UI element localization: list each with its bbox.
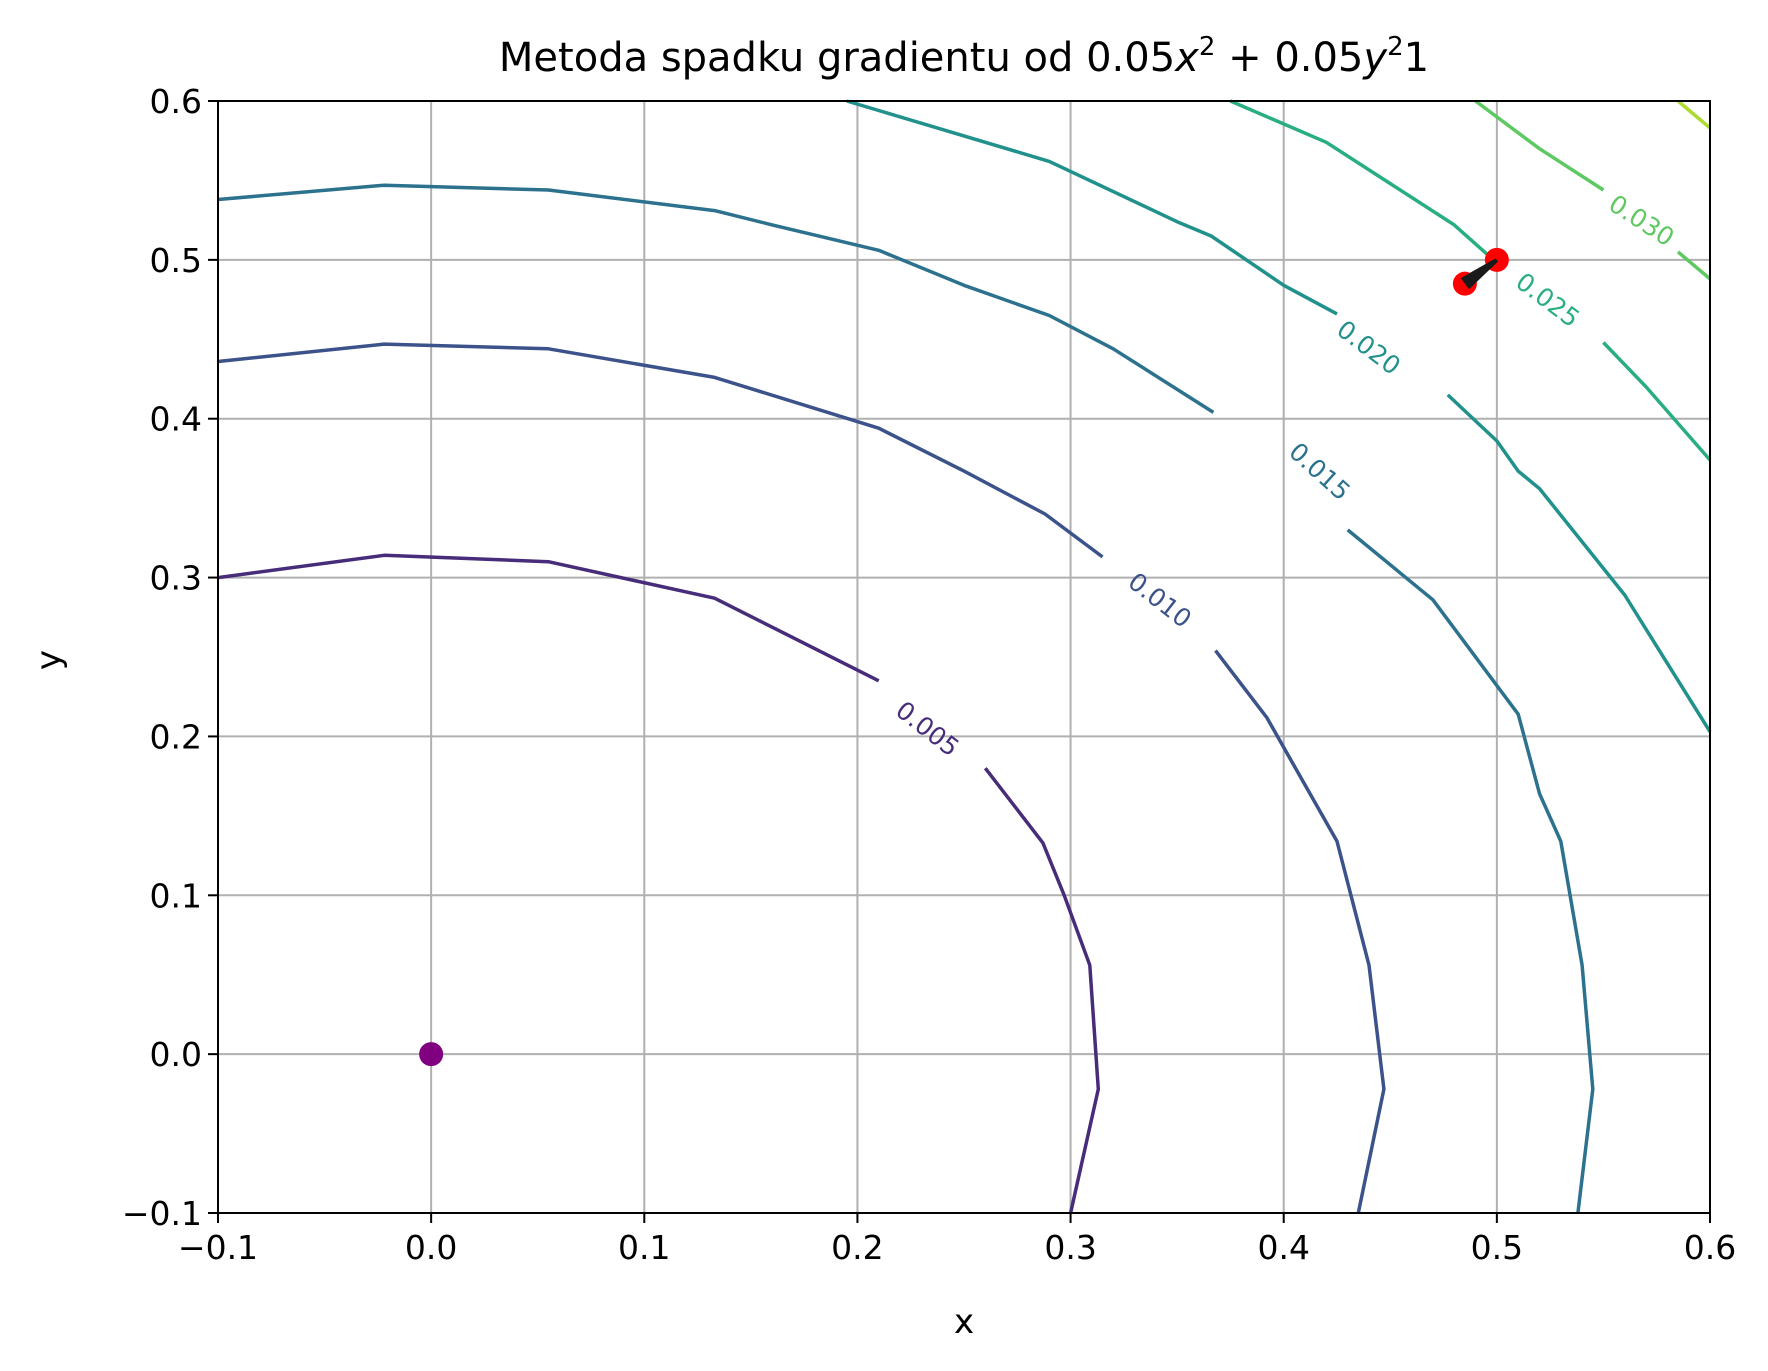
contour-level- [1676, 99, 1712, 130]
x-axis-label: x [954, 1302, 974, 1342]
contour-line [1474, 99, 1605, 192]
contour-line [1602, 341, 1712, 462]
x-tick-label: 0.0 [405, 1228, 457, 1267]
contour-line [217, 183, 1215, 414]
x-tick-label: −0.1 [178, 1228, 258, 1267]
y-tick-label: 0.0 [150, 1035, 202, 1074]
y-tick-label: 0.3 [150, 559, 202, 598]
x-tick-label: 0.1 [618, 1228, 670, 1267]
x-tick-label: 0.6 [1684, 1228, 1736, 1267]
point-minimum [419, 1042, 444, 1067]
y-tick-label: 0.1 [150, 876, 202, 915]
x-tick-label: 0.2 [831, 1228, 883, 1267]
contour-line [1229, 99, 1499, 265]
contour-line [1676, 250, 1712, 281]
chart-title: Metoda spadku gradientu od 0.05x2 + 0.05… [499, 32, 1429, 81]
y-tick-label: 0.5 [150, 241, 202, 280]
contour-line [217, 342, 1104, 559]
contour-line [217, 553, 880, 683]
contour-line [1676, 99, 1712, 130]
contour-line [1214, 649, 1386, 1214]
y-tick-label: 0.6 [150, 82, 202, 121]
y-tick-label: 0.4 [150, 400, 202, 439]
gradient-step-arrow [1460, 258, 1499, 290]
y-tick-label: −0.1 [122, 1194, 202, 1233]
contour-line [1346, 528, 1595, 1214]
y-axis-label: y [29, 650, 69, 670]
axis-ticks: −0.1 0.0 0.1 0.2 0.3 0.4 0.5 0.6 −0.1 0.0 0.1 0.2 0.… [122, 82, 1736, 1267]
contour-line [846, 99, 1338, 316]
x-tick-label: 0.3 [1044, 1228, 1096, 1267]
x-tick-label: 0.4 [1257, 1228, 1309, 1267]
plot-frame [217, 100, 1711, 1214]
gradient-path-points [419, 247, 1509, 1067]
x-tick-label: 0.5 [1471, 1228, 1523, 1267]
contour-line [1446, 393, 1712, 733]
y-tick-label: 0.2 [150, 717, 202, 756]
contour-line [983, 767, 1101, 1214]
